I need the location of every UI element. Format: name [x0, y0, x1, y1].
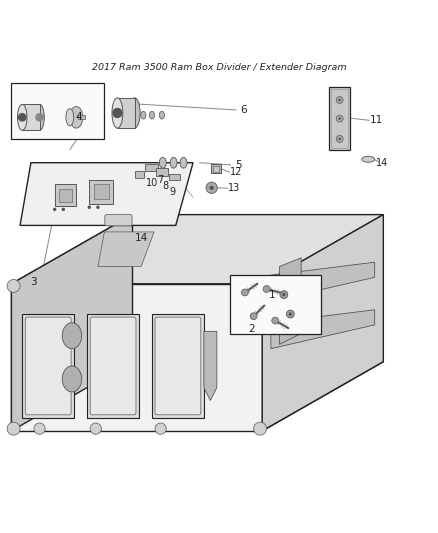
Text: 7: 7 — [158, 175, 164, 185]
Text: 14: 14 — [134, 233, 148, 244]
Circle shape — [155, 423, 166, 434]
FancyBboxPatch shape — [90, 317, 136, 415]
Ellipse shape — [149, 111, 155, 119]
Ellipse shape — [129, 98, 140, 128]
Text: 14: 14 — [376, 158, 388, 168]
Circle shape — [96, 206, 100, 209]
Circle shape — [293, 328, 300, 334]
Bar — [230, 275, 321, 334]
Circle shape — [206, 182, 217, 193]
Circle shape — [250, 313, 257, 320]
Text: 8: 8 — [162, 181, 168, 191]
Polygon shape — [11, 284, 262, 431]
Circle shape — [112, 108, 123, 118]
Circle shape — [286, 310, 294, 318]
Bar — [156, 168, 168, 176]
Text: 2: 2 — [248, 324, 255, 334]
Bar — [169, 174, 180, 180]
Circle shape — [90, 423, 101, 434]
Circle shape — [209, 185, 214, 190]
FancyBboxPatch shape — [105, 215, 132, 226]
Circle shape — [62, 208, 65, 211]
Polygon shape — [204, 332, 217, 401]
Polygon shape — [279, 258, 301, 344]
Bar — [117, 100, 125, 107]
Text: 3: 3 — [30, 277, 36, 287]
Bar — [89, 180, 113, 204]
Text: 2017 Ram 3500 Ram Box Divider / Extender Diagram: 2017 Ram 3500 Ram Box Divider / Extender… — [92, 63, 346, 72]
Bar — [22, 314, 74, 418]
Circle shape — [34, 423, 45, 434]
Ellipse shape — [180, 157, 187, 168]
Ellipse shape — [66, 109, 74, 126]
Ellipse shape — [141, 111, 146, 119]
Ellipse shape — [70, 107, 83, 128]
Bar — [87, 314, 139, 418]
Text: 12: 12 — [230, 167, 243, 177]
Text: 4: 4 — [75, 112, 82, 122]
Circle shape — [336, 135, 343, 142]
Text: 1: 1 — [268, 289, 275, 300]
Bar — [22, 104, 39, 130]
Circle shape — [241, 289, 248, 296]
Circle shape — [254, 279, 267, 293]
Circle shape — [263, 286, 270, 293]
Ellipse shape — [170, 157, 177, 168]
FancyBboxPatch shape — [155, 317, 201, 415]
Polygon shape — [98, 232, 154, 266]
Bar — [329, 87, 350, 150]
Text: 6: 6 — [240, 105, 247, 115]
Bar — [134, 172, 144, 178]
Circle shape — [289, 312, 292, 316]
Circle shape — [336, 96, 343, 103]
Circle shape — [307, 294, 313, 300]
Circle shape — [35, 113, 44, 122]
Circle shape — [338, 117, 341, 120]
Ellipse shape — [62, 322, 82, 349]
Text: 5: 5 — [235, 160, 242, 170]
Bar — [11, 83, 104, 139]
Circle shape — [7, 422, 20, 435]
Circle shape — [336, 115, 343, 122]
Ellipse shape — [159, 157, 166, 168]
Circle shape — [53, 208, 57, 211]
Polygon shape — [11, 215, 133, 431]
Ellipse shape — [112, 98, 123, 128]
Ellipse shape — [35, 104, 44, 130]
Bar — [212, 166, 219, 172]
Circle shape — [18, 113, 27, 122]
Bar — [78, 115, 85, 119]
Bar — [145, 164, 158, 172]
Circle shape — [338, 99, 341, 101]
Circle shape — [272, 317, 279, 324]
Circle shape — [254, 422, 267, 435]
Polygon shape — [20, 163, 193, 225]
Text: 11: 11 — [370, 115, 383, 125]
Circle shape — [7, 279, 20, 293]
Ellipse shape — [18, 104, 27, 130]
Polygon shape — [11, 215, 383, 284]
Polygon shape — [271, 310, 374, 349]
Ellipse shape — [62, 366, 82, 392]
Circle shape — [300, 311, 306, 317]
Text: 10: 10 — [146, 179, 158, 189]
Circle shape — [88, 206, 91, 209]
Ellipse shape — [159, 111, 165, 119]
Bar — [94, 184, 109, 199]
Ellipse shape — [362, 156, 374, 162]
Bar — [211, 165, 221, 173]
Polygon shape — [271, 262, 374, 301]
FancyBboxPatch shape — [25, 317, 71, 415]
Bar — [117, 98, 134, 128]
Bar — [55, 184, 76, 206]
Text: 13: 13 — [228, 183, 240, 193]
Bar — [152, 314, 204, 418]
Circle shape — [282, 293, 286, 296]
Polygon shape — [262, 215, 383, 431]
Bar — [332, 89, 348, 148]
Bar — [59, 189, 72, 201]
Circle shape — [280, 290, 288, 298]
Circle shape — [338, 138, 341, 140]
Text: 9: 9 — [170, 187, 176, 197]
